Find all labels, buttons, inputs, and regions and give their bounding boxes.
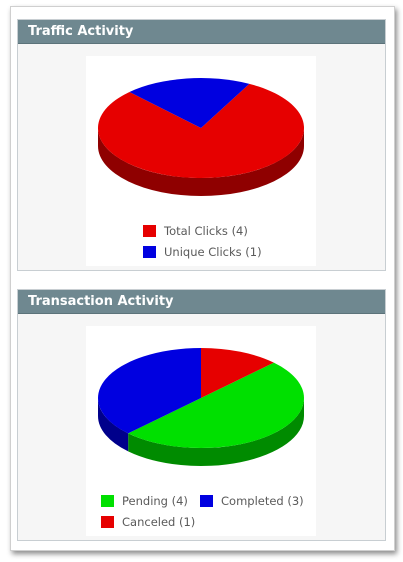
pie-slice-pending <box>128 362 304 448</box>
pie-slice-total-clicks <box>97 83 304 178</box>
pie-slice-side <box>98 128 304 196</box>
legend-label: Total Clicks (4) <box>164 224 248 238</box>
traffic-chart-box: Total Clicks (4) Unique Clicks (1) <box>86 56 316 266</box>
traffic-activity-panel: Traffic Activity Total Clicks (4) Unique… <box>17 19 386 271</box>
pie-slice-side <box>128 398 304 466</box>
transaction-activity-header: Transaction Activity <box>18 290 385 314</box>
traffic-activity-header: Traffic Activity <box>18 20 385 44</box>
pie-slice-side <box>98 398 129 452</box>
legend-swatch-total-clicks <box>143 225 156 237</box>
legend-swatch-completed <box>200 495 213 507</box>
pie-slice-canceled <box>201 348 274 398</box>
legend-swatch-pending <box>101 495 114 507</box>
traffic-pie-chart <box>97 78 304 196</box>
transaction-chart-box: Pending (4) Completed (3) Canceled (1) <box>86 326 316 536</box>
legend-swatch-unique-clicks <box>143 246 156 258</box>
pie-slice-completed <box>97 348 201 434</box>
legend-label: Completed (3) <box>221 494 304 508</box>
pie-slice-unique-clicks <box>129 78 250 128</box>
transaction-activity-panel: Transaction Activity Pending (4) Complet… <box>17 289 386 541</box>
transaction-pie-chart <box>97 348 304 466</box>
legend-label: Canceled (1) <box>122 515 196 529</box>
legend-swatch-canceled <box>101 516 114 528</box>
legend-label: Pending (4) <box>122 494 188 508</box>
legend-label: Unique Clicks (1) <box>164 245 262 259</box>
